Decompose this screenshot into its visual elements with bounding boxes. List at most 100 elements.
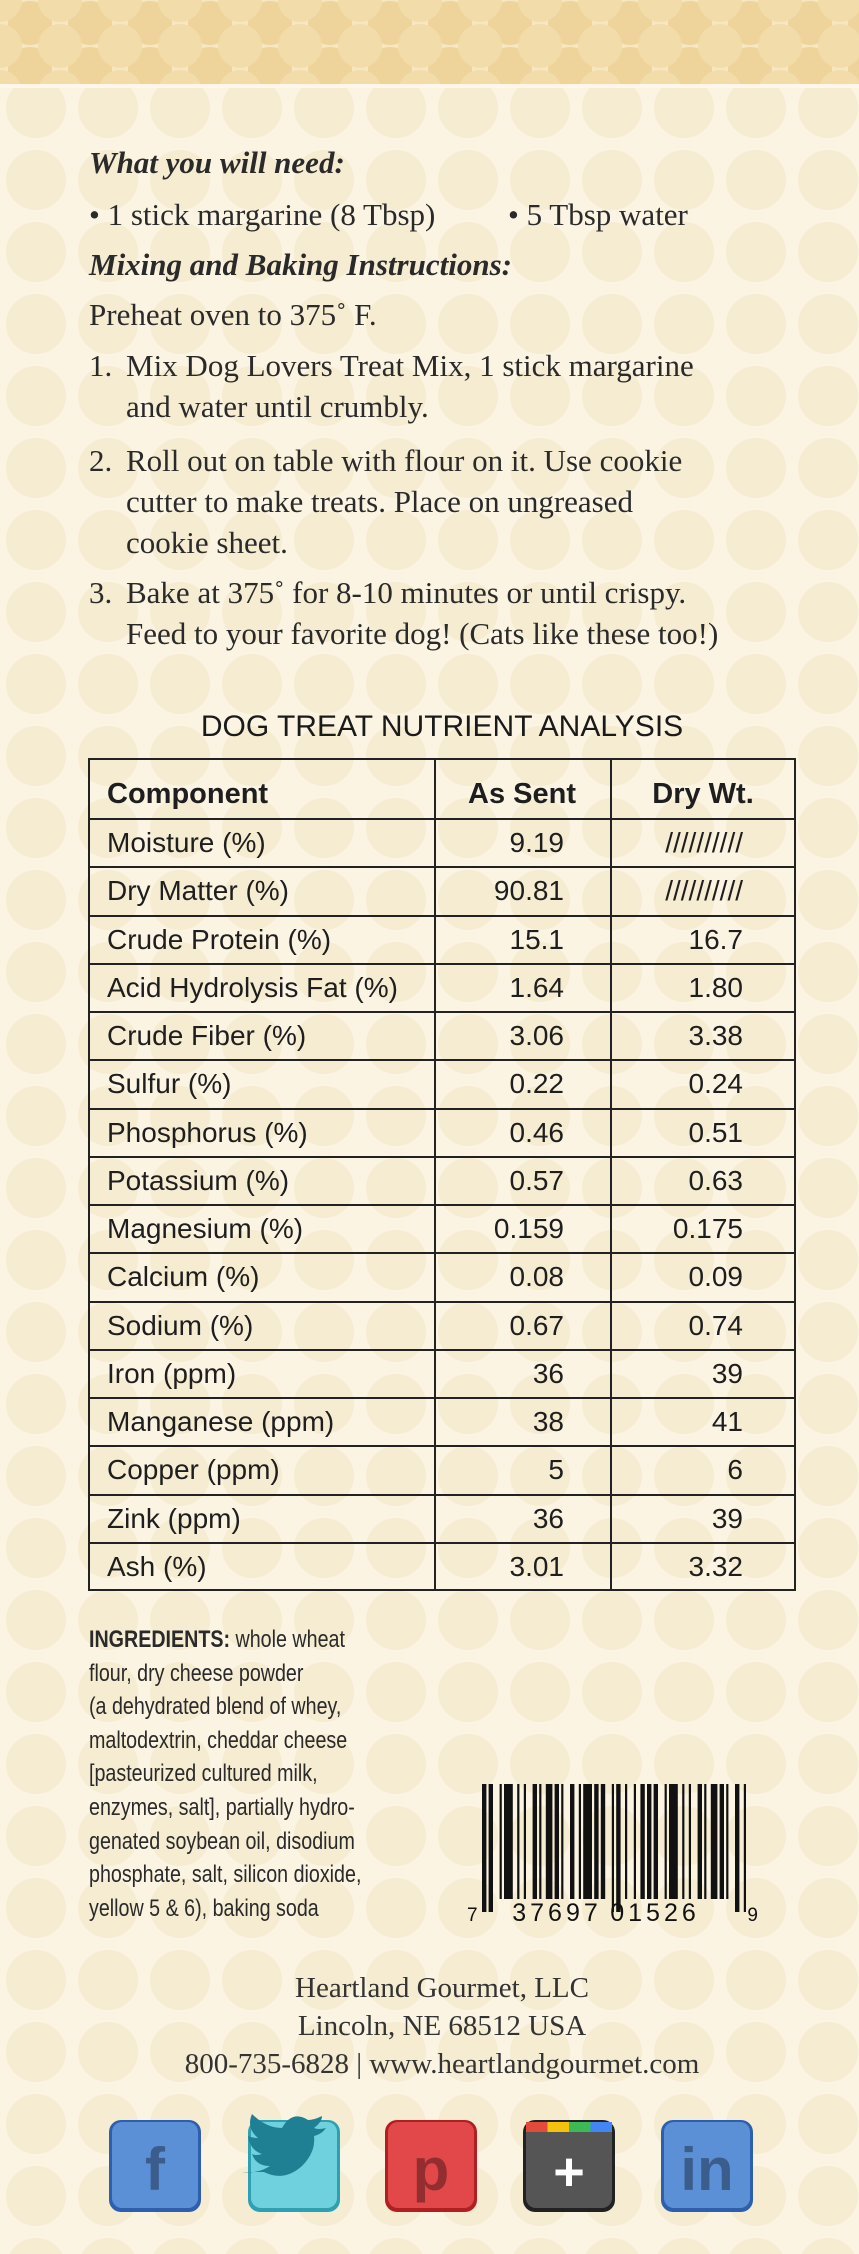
row-line xyxy=(88,818,796,820)
component-cell: Sodium (%) xyxy=(107,1309,254,1341)
component-cell: Calcium (%) xyxy=(107,1261,260,1293)
twitter-bird xyxy=(242,2114,326,2176)
component-cell: Phosphorus (%) xyxy=(107,1116,308,1148)
step-text: Bake at 375˚ for 8-10 minutes or until c… xyxy=(126,575,687,610)
barcode-bar xyxy=(578,1784,581,1899)
need-item: • 1 stick margarine (8 Tbsp) xyxy=(89,197,436,232)
ingredients-label: INGREDIENTS: xyxy=(89,1626,231,1653)
barcode-digit: 01526 xyxy=(610,1899,700,1927)
barcode-bar xyxy=(600,1784,606,1899)
step-text: cookie sheet. xyxy=(126,525,288,560)
barcode-bar xyxy=(735,1784,740,1912)
dry-weight-cell: 41 xyxy=(711,1406,743,1437)
row-line xyxy=(88,1107,796,1110)
barcode-bar xyxy=(517,1784,520,1899)
component-cell: Manganese (ppm) xyxy=(107,1406,335,1437)
barcode-digit: 9 xyxy=(747,1905,758,1926)
as-sent-cell: 0.67 xyxy=(509,1309,565,1341)
barcode-bar xyxy=(640,1784,645,1899)
barcode-bar xyxy=(682,1784,685,1899)
as-sent-cell: 0.159 xyxy=(493,1213,564,1244)
social-icon-face xyxy=(526,2122,612,2208)
row-line xyxy=(88,1493,796,1496)
ingredients-text: flour, dry cheese powder xyxy=(89,1659,304,1687)
component-cell: Sulfur (%) xyxy=(107,1068,232,1100)
barcode-digit: 37697 xyxy=(512,1899,602,1927)
ingredients-line: yellow 5 & 6), baking soda xyxy=(89,1895,319,1923)
row-line xyxy=(88,962,796,965)
barcode-bar xyxy=(561,1784,564,1899)
barcode-bar xyxy=(669,1784,678,1899)
as-sent-cell: 3.06 xyxy=(509,1020,565,1051)
row-line xyxy=(88,1204,796,1206)
preheat: Preheat oven to 375˚ F. xyxy=(89,297,377,332)
ingredients-text: yellow 5 & 6), baking soda xyxy=(89,1894,319,1922)
social-glyph: + xyxy=(553,2142,585,2202)
row-line xyxy=(88,914,796,917)
row-line xyxy=(88,1252,796,1255)
row-line xyxy=(88,1348,796,1351)
barcode-bar xyxy=(539,1784,542,1899)
as-sent-cell: 36 xyxy=(532,1502,564,1534)
barcode-bar xyxy=(726,1784,729,1899)
component-cell: Magnesium (%) xyxy=(107,1213,304,1244)
footer-line: Lincoln, NE 68512 USA xyxy=(297,2010,587,2042)
component-cell: Dry Matter (%) xyxy=(107,875,289,907)
row-line xyxy=(88,1300,796,1303)
barcode-bar xyxy=(719,1784,724,1899)
google-strip xyxy=(547,2122,569,2132)
ingredients-text: (a dehydrated blend of whey, xyxy=(89,1693,342,1721)
barcode-digit: 7 xyxy=(467,1905,478,1926)
barcode-bar xyxy=(594,1784,599,1899)
barcode-bar xyxy=(532,1784,537,1899)
barcode-bar xyxy=(653,1784,658,1899)
ingredients-text: maltodextrin, cheddar cheese xyxy=(89,1726,348,1754)
ingredients-line: flour, dry cheese powder xyxy=(89,1660,303,1688)
social-glyph: f xyxy=(145,2136,166,2203)
dry-weight-cell: 0.24 xyxy=(688,1068,744,1100)
ingredients-line: maltodextrin, cheddar cheese xyxy=(89,1727,347,1755)
ingredients-line: enzymes, salt], partially hydro- xyxy=(89,1794,355,1822)
component-cell: Zink (ppm) xyxy=(107,1502,241,1534)
ingredients-text: phosphate, salt, silicon dioxide, xyxy=(89,1861,362,1889)
ingredients-text: whole wheat xyxy=(230,1626,345,1653)
row-line xyxy=(88,1155,796,1158)
dry-weight-cell: 0.51 xyxy=(688,1116,744,1148)
component-cell: Crude Fiber (%) xyxy=(107,1020,307,1051)
barcode-bar xyxy=(523,1784,526,1899)
as-sent-cell: 9.19 xyxy=(509,827,565,858)
ingredients-text: genated soybean oil, disodium xyxy=(89,1827,355,1855)
step-number: 3. xyxy=(89,575,113,610)
as-sent-cell: 38 xyxy=(532,1406,564,1437)
barcode-bar xyxy=(664,1784,667,1899)
dry-weight-cell: 0.175 xyxy=(672,1213,743,1244)
as-sent-cell: 36 xyxy=(532,1357,564,1389)
social-glyph: in xyxy=(680,2136,733,2203)
component-cell: Copper (ppm) xyxy=(107,1454,280,1486)
barcode-bar xyxy=(554,1784,559,1899)
google-strip xyxy=(569,2122,591,2132)
row-line xyxy=(88,1541,796,1544)
as-sent-cell: 90.81 xyxy=(493,875,564,907)
barcode-bar xyxy=(499,1784,502,1899)
step-number: 1. xyxy=(89,348,113,383)
as-sent-cell: 0.57 xyxy=(509,1164,565,1196)
barcode-bar xyxy=(488,1784,493,1912)
step-text: and water until crumbly. xyxy=(126,389,429,424)
footer-line: 800-735-6828 | www.heartlandgourmet.com xyxy=(184,2048,700,2080)
barcode-bar xyxy=(743,1784,746,1912)
as-sent-cell: 3.01 xyxy=(509,1550,565,1582)
barcode-bar xyxy=(570,1784,575,1899)
dry-weight-cell: 3.38 xyxy=(688,1020,744,1051)
ingredients-text: [pasteurized cultured milk, xyxy=(89,1760,318,1788)
dry-weight-cell: 0.74 xyxy=(688,1309,744,1341)
header-cell: As Sent xyxy=(468,778,576,810)
social-icon-face xyxy=(112,2122,198,2208)
as-sent-cell: 0.46 xyxy=(509,1116,565,1148)
ingredients-line: phosphate, salt, silicon dioxide, xyxy=(89,1861,361,1889)
header-cell: Component xyxy=(107,778,269,810)
barcode-bar xyxy=(704,1784,707,1899)
dry-weight-cell: ////////// xyxy=(665,875,743,907)
barcode-bar xyxy=(633,1784,636,1899)
